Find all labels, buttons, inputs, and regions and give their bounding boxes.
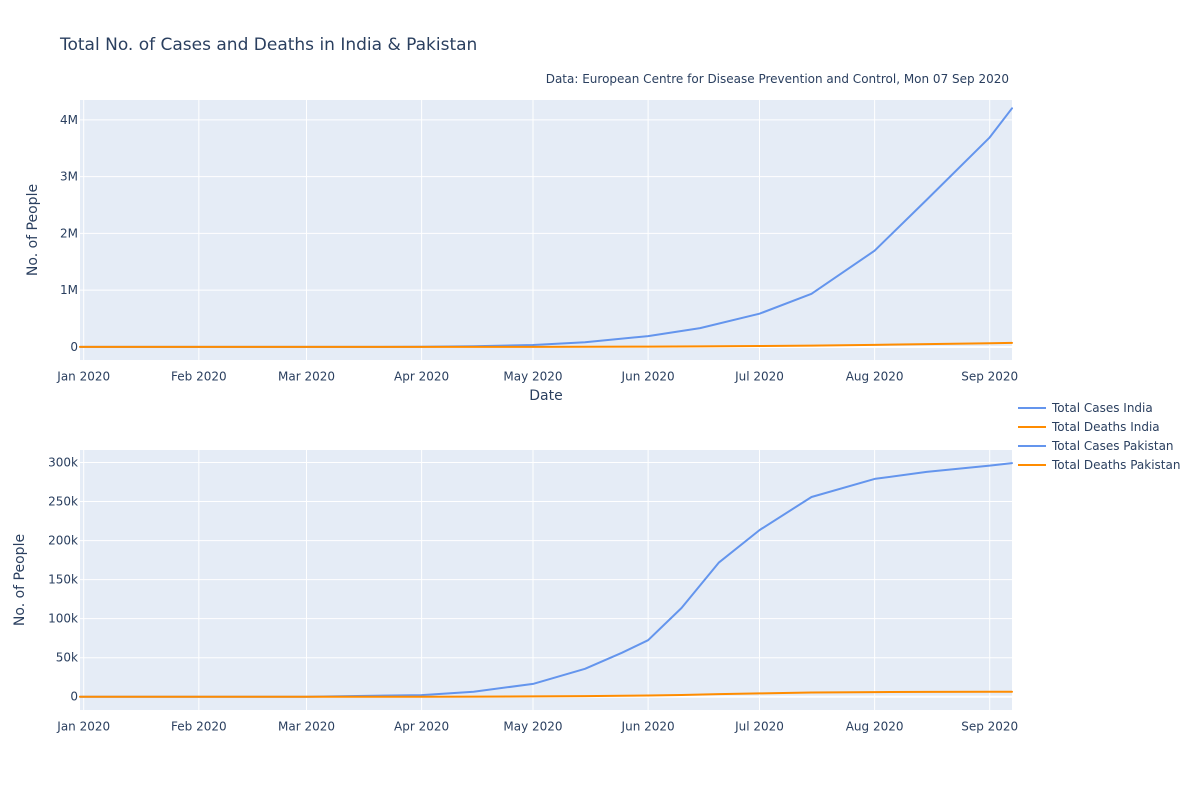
x-tick-label: Apr 2020 bbox=[394, 720, 449, 734]
y-tick-label: 1M bbox=[60, 283, 78, 297]
bottom-series bbox=[79, 462, 1013, 698]
top-x-ticks: Jan 2020 Feb 2020 Mar 2020 Apr 2020 May 2020… bbox=[56, 370, 1018, 384]
bottom-subplot: Jan 2020 Feb 2020 Mar 2020 Apr 2020 May 2020… bbox=[12, 450, 1018, 734]
x-tick-label: May 2020 bbox=[503, 720, 562, 734]
x-tick-label: Jul 2020 bbox=[734, 720, 784, 734]
x-tick-label: Jan 2020 bbox=[56, 720, 110, 734]
y-tick-label: 100k bbox=[48, 612, 78, 626]
x-tick-label: Jan 2020 bbox=[56, 370, 110, 384]
y-tick-label: 150k bbox=[48, 573, 78, 587]
legend-label: Total Cases India bbox=[1051, 401, 1153, 415]
x-tick-label: Jul 2020 bbox=[734, 370, 784, 384]
legend-item-total-deaths-india[interactable]: Total Deaths India bbox=[1018, 420, 1160, 434]
y-tick-label: 300k bbox=[48, 455, 78, 469]
x-tick-label: Apr 2020 bbox=[394, 370, 449, 384]
legend: Total Cases India Total Deaths India Tot… bbox=[1018, 401, 1180, 472]
top-plot-background bbox=[80, 100, 1012, 360]
x-tick-label: Feb 2020 bbox=[171, 370, 227, 384]
y-tick-label: 0 bbox=[70, 690, 78, 704]
y-tick-label: 4M bbox=[60, 113, 78, 127]
x-tick-label: Sep 2020 bbox=[961, 720, 1018, 734]
top-subplot: Jan 2020 Feb 2020 Mar 2020 Apr 2020 May 2020… bbox=[25, 100, 1018, 404]
y-tick-label: 50k bbox=[56, 651, 78, 665]
top-grid bbox=[80, 100, 1012, 360]
x-tick-label: Aug 2020 bbox=[846, 720, 904, 734]
y-tick-label: 200k bbox=[48, 534, 78, 548]
top-y-axis-title: No. of People bbox=[25, 184, 41, 276]
legend-label: Total Deaths India bbox=[1051, 420, 1160, 434]
series-line-total-cases-pakistan bbox=[79, 462, 1013, 698]
series-line-total-deaths-pakistan bbox=[79, 690, 1013, 698]
x-tick-label: Mar 2020 bbox=[278, 720, 335, 734]
legend-item-total-cases-pakistan[interactable]: Total Cases Pakistan bbox=[1018, 439, 1174, 453]
x-tick-label: Sep 2020 bbox=[961, 370, 1018, 384]
legend-item-total-cases-india[interactable]: Total Cases India bbox=[1018, 401, 1153, 415]
top-series bbox=[79, 107, 1013, 348]
x-tick-label: Jun 2020 bbox=[621, 370, 675, 384]
legend-label: Total Deaths Pakistan bbox=[1051, 458, 1180, 472]
y-tick-label: 3M bbox=[60, 170, 78, 184]
y-tick-label: 2M bbox=[60, 226, 78, 240]
y-tick-label: 0 bbox=[70, 340, 78, 354]
series-line-total-deaths-india bbox=[79, 341, 1013, 348]
x-tick-label: Jun 2020 bbox=[621, 720, 675, 734]
chart-title: Total No. of Cases and Deaths in India &… bbox=[59, 35, 477, 55]
bottom-x-ticks: Jan 2020 Feb 2020 Mar 2020 Apr 2020 May 2020… bbox=[56, 720, 1018, 734]
bottom-y-axis-title: No. of People bbox=[12, 534, 28, 626]
legend-label: Total Cases Pakistan bbox=[1051, 439, 1174, 453]
x-tick-label: Aug 2020 bbox=[846, 370, 904, 384]
top-x-axis-title: Date bbox=[529, 388, 562, 404]
y-tick-label: 250k bbox=[48, 495, 78, 509]
x-tick-label: May 2020 bbox=[503, 370, 562, 384]
top-y-ticks: 0 1M 2M 3M 4M bbox=[60, 113, 78, 354]
x-tick-label: Mar 2020 bbox=[278, 370, 335, 384]
source-annotation: Data: European Centre for Disease Preven… bbox=[546, 72, 1009, 86]
x-tick-label: Feb 2020 bbox=[171, 720, 227, 734]
legend-item-total-deaths-pakistan[interactable]: Total Deaths Pakistan bbox=[1018, 458, 1180, 472]
bottom-y-ticks: 0 50k 100k 150k 200k 250k 300k bbox=[48, 455, 78, 703]
